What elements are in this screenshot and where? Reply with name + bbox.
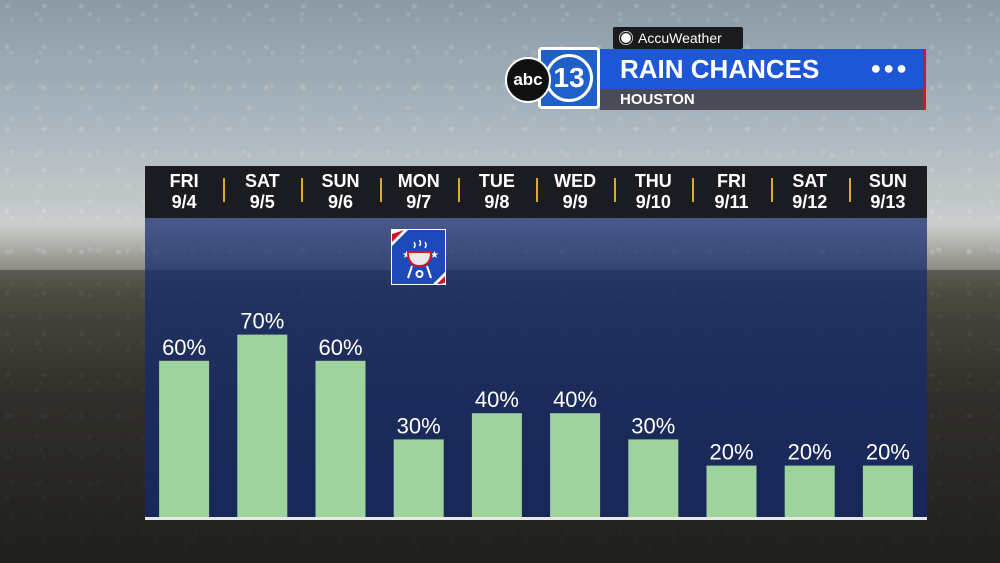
rain-chance-label: 60% — [318, 335, 362, 360]
day-header: WED 9/9 — [536, 166, 614, 218]
channel-number: 13 — [545, 54, 593, 102]
bbq-grill-icon: ★ ★ — [391, 229, 446, 285]
rain-chance-bar-chart: 60% 70% 60% 30% 40% 40% 30% 20% 20% 20% — [159, 309, 913, 518]
accuweather-logo: AccuWeather — [613, 27, 743, 49]
rain-chance-label: 60% — [162, 335, 206, 360]
rain-chance-label: 20% — [866, 440, 910, 465]
day-date: 9/6 — [327, 192, 354, 212]
abc-logo: abc — [505, 57, 551, 103]
rain-chance-bar — [471, 413, 522, 518]
rain-chance-label: 30% — [397, 413, 441, 438]
day-header: SUN 9/6 — [301, 166, 379, 218]
day-of-week: SAT — [792, 171, 828, 191]
title-banner: RAIN CHANCES ●●● — [600, 49, 926, 89]
day-of-week: SUN — [868, 171, 907, 191]
day-of-week: THU — [634, 171, 672, 191]
rain-chance-bar — [315, 360, 366, 518]
rain-chance-label: 40% — [475, 387, 519, 412]
day-header-row: FRI 9/4 SAT 9/5 SUN 9/6 MON 9/7 TUE 9/8 WED 9/9 THU 9… — [145, 166, 927, 218]
rain-chance-bar — [159, 360, 210, 518]
day-date: 9/8 — [484, 192, 510, 212]
day-of-week: TUE — [478, 171, 515, 191]
rain-chance-label: 40% — [553, 387, 597, 412]
accuweather-label: AccuWeather — [638, 30, 722, 46]
rain-chance-label: 20% — [709, 440, 753, 465]
day-date: 9/4 — [171, 192, 197, 212]
day-date: 9/5 — [249, 192, 275, 212]
rain-chance-bar — [628, 439, 679, 518]
svg-text:★: ★ — [402, 250, 411, 261]
rain-chance-label: 70% — [240, 309, 284, 334]
day-header: SAT 9/5 — [223, 166, 301, 218]
location-label: HOUSTON — [620, 91, 695, 108]
abc-text: abc — [513, 70, 543, 89]
rain-chance-bar — [393, 439, 444, 518]
day-header: FRI 9/4 — [145, 166, 223, 218]
day-of-week: MON — [397, 171, 440, 191]
day-header: MON 9/7 — [379, 166, 458, 218]
day-of-week: SUN — [321, 171, 360, 191]
day-of-week: FRI — [169, 171, 199, 191]
day-date: 9/9 — [562, 192, 588, 212]
day-header: THU 9/10 — [614, 166, 692, 218]
page-title: RAIN CHANCES — [620, 53, 820, 84]
rain-chance-bar — [237, 334, 288, 518]
rain-chance-bar — [784, 465, 835, 518]
day-date: 9/12 — [792, 192, 828, 212]
day-of-week: SAT — [244, 171, 280, 191]
rain-chance-bar — [550, 413, 601, 518]
chart-plot-area: 60% 70% 60% 30% 40% 40% 30% 20% 20% 20% — [145, 218, 927, 518]
rain-chance-bar — [862, 465, 913, 518]
rain-chance-label: 20% — [788, 440, 832, 465]
day-header: SUN 9/13 — [848, 166, 927, 218]
location-banner: HOUSTON — [600, 89, 926, 110]
dots-icon: ●●● — [870, 58, 909, 78]
day-of-week: WED — [554, 171, 597, 191]
day-header: FRI 9/11 — [692, 166, 770, 218]
chart-baseline — [145, 517, 927, 520]
day-header: SAT 9/12 — [770, 166, 849, 218]
day-date: 9/10 — [635, 192, 671, 212]
day-date: 9/13 — [870, 192, 906, 212]
day-header: TUE 9/8 — [457, 166, 536, 218]
svg-text:★: ★ — [430, 250, 439, 261]
rain-chance-bar — [706, 465, 757, 518]
rain-chance-label: 30% — [631, 413, 675, 438]
day-date: 9/11 — [714, 192, 749, 212]
day-of-week: FRI — [717, 171, 747, 191]
sun-icon — [621, 33, 631, 43]
day-date: 9/7 — [406, 192, 432, 212]
